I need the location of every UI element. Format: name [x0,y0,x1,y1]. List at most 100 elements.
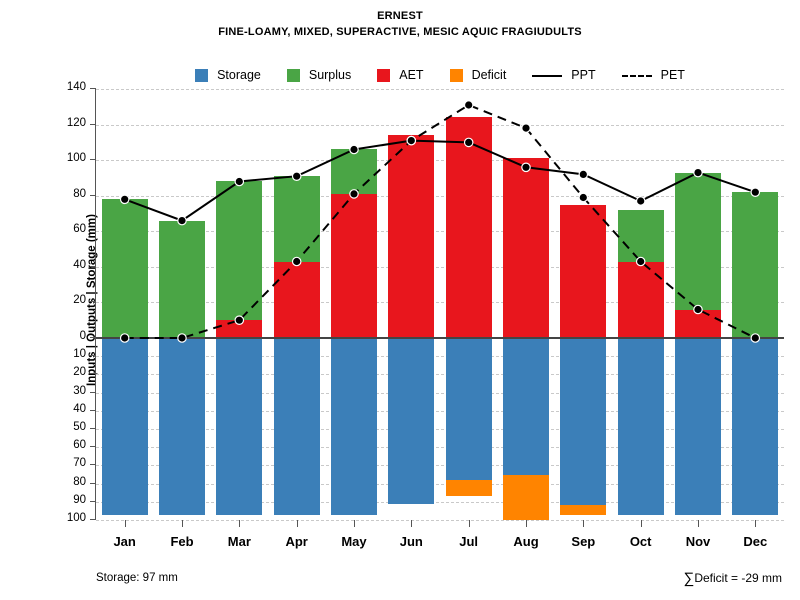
gridline [96,483,784,485]
y-tick-label: 20 [73,366,86,379]
aet-segment[interactable] [503,158,549,338]
bar-group-jul[interactable] [445,89,492,520]
aet-segment[interactable] [617,261,664,338]
bar-group-apr[interactable] [273,89,320,520]
bar-group-sep[interactable] [560,89,607,520]
deficit-segment[interactable] [560,505,607,515]
storage-segment[interactable] [503,338,549,475]
x-label-apr: Apr [285,534,308,549]
y-tick-label: 30 [73,384,86,397]
legend-item-ppt[interactable]: PPT [532,68,596,82]
plot-area: 20 40 60 80 100 120 140 0 10 20 30 40 50 60 70 80 90 100 [67,81,784,524]
tick-mark [90,337,96,338]
x-tick-mark [755,520,757,527]
y-tick-label: 50 [73,421,86,433]
storage-segment[interactable] [273,338,320,515]
red-square-icon [377,68,391,82]
legend-item-pet[interactable]: PET [621,68,685,82]
bar-group-dec[interactable] [732,89,779,520]
x-tick-mark [182,520,183,527]
bar-group-oct[interactable] [617,89,664,520]
deficit-segment[interactable] [445,479,492,497]
storage-segment[interactable] [445,338,492,480]
x-label-may: May [341,534,367,549]
legend-item-surplus[interactable]: Surplus [286,68,351,82]
tick-mark [90,123,96,125]
storage-segment[interactable] [216,338,263,515]
storage-segment[interactable] [101,338,148,515]
aet-segment[interactable] [445,117,492,338]
y-tick-label: 60 [73,223,86,236]
gridline [96,374,784,376]
legend-item-deficit[interactable]: Deficit [449,68,507,82]
bar-group-nov[interactable] [675,89,721,520]
x-label-jun: Jun [399,534,423,549]
tick-mark [90,355,96,357]
storage-segment[interactable] [617,338,664,515]
solid-line-icon [532,69,563,82]
x-tick-mark [239,520,241,527]
bar-group-jun[interactable] [388,89,435,520]
y-tick-label: 40 [73,402,86,415]
storage-segment[interactable] [675,338,721,515]
chart-subtitle: FINE-LOAMY, MIXED, SUPERACTIVE, MESIC AQ… [218,26,582,38]
aet-segment[interactable] [675,309,721,338]
tick-mark [90,482,96,484]
deficit-total-text: Deficit = -29 mm [694,571,782,585]
tick-mark [90,464,96,466]
zero-baseline [96,337,784,339]
storage-segment[interactable] [560,338,607,506]
surplus-segment[interactable] [617,209,664,262]
tick-mark [90,230,96,232]
gridline [96,520,784,521]
surplus-segment[interactable] [216,181,263,321]
surplus-segment[interactable] [101,199,148,338]
gridline [96,429,784,430]
surplus-segment[interactable] [732,192,779,338]
aet-segment[interactable] [216,320,263,338]
blue-square-icon [195,68,209,82]
surplus-segment[interactable] [675,172,721,310]
bar-group-aug[interactable] [503,89,549,520]
x-tick-mark [698,520,699,527]
dashed-line-icon [621,69,652,82]
bar-group-jan[interactable] [101,89,148,520]
surplus-segment[interactable] [159,220,205,338]
aet-segment[interactable] [331,193,377,338]
storage-segment[interactable] [732,338,779,515]
x-label-aug: Aug [513,534,539,549]
legend-item-aet[interactable]: AET [377,68,424,82]
chart-title-block: ERNEST FINE-LOAMY, MIXED, SUPERACTIVE, M… [0,8,800,40]
deficit-total-note: ∑Deficit = -29 mm [684,570,782,587]
aet-segment[interactable] [273,261,320,338]
x-label-nov: Nov [685,534,711,549]
y-tick-label: 100 [66,152,86,165]
y-tick-label: 100 [66,512,86,524]
legend-item-storage[interactable]: Storage [195,68,261,82]
aet-segment[interactable] [560,204,607,338]
surplus-segment[interactable] [273,176,320,262]
tick-mark [90,391,96,393]
y-tick-label: 120 [66,116,86,129]
storage-segment[interactable] [159,338,205,515]
x-tick-mark [640,520,642,527]
y-tick-label: 0 [79,330,86,342]
x-label-jul: Jul [459,534,479,549]
legend-label: Storage [217,68,261,82]
aet-segment[interactable] [388,135,435,338]
y-tick-label: 10 [73,348,86,361]
green-square-icon [286,68,300,82]
bar-group-mar[interactable] [216,89,263,520]
gridline [96,392,784,394]
surplus-segment[interactable] [331,149,377,194]
x-tick-mark [411,520,413,527]
legend-label: Deficit [471,68,507,82]
tick-mark [90,428,96,429]
y-tick-label: 80 [73,475,86,488]
storage-segment[interactable] [331,338,377,515]
bar-group-feb[interactable] [159,89,205,520]
bar-group-may[interactable] [331,89,377,520]
storage-segment[interactable] [388,338,435,504]
deficit-segment[interactable] [503,474,549,520]
tick-mark [90,409,96,411]
